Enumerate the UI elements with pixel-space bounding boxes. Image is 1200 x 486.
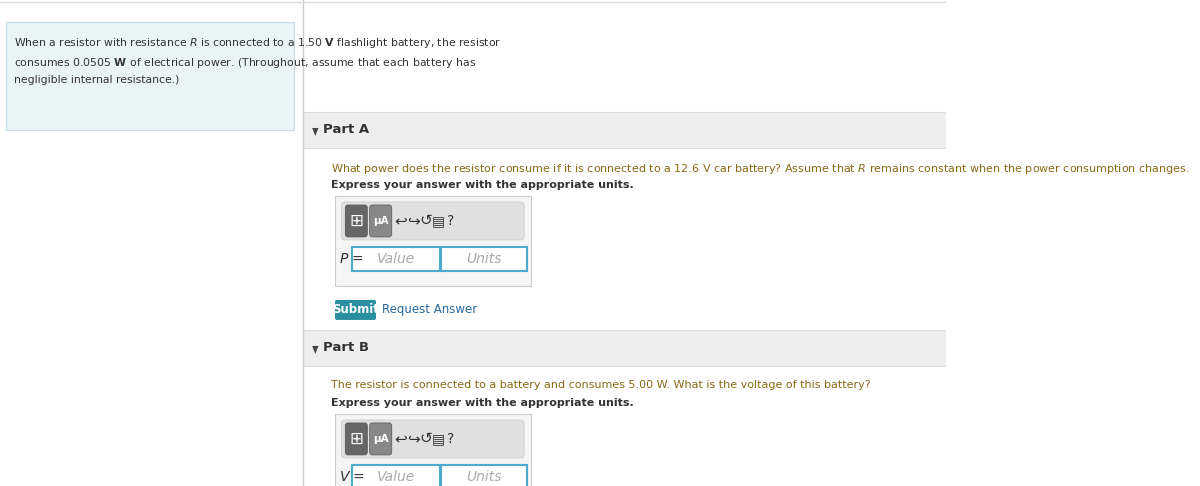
FancyBboxPatch shape bbox=[335, 300, 376, 320]
FancyBboxPatch shape bbox=[346, 423, 367, 455]
Text: μA: μA bbox=[373, 216, 389, 226]
Polygon shape bbox=[312, 346, 318, 354]
Text: The resistor is connected to a battery and consumes 5.00 W. What is the voltage : The resistor is connected to a battery a… bbox=[331, 380, 871, 390]
Bar bbox=[335, 414, 530, 486]
Text: μA: μA bbox=[373, 434, 389, 444]
Text: ↪: ↪ bbox=[407, 432, 420, 447]
Text: What power does the resistor consume if it is connected to a 12.6 V car battery?: What power does the resistor consume if … bbox=[331, 162, 1189, 176]
Text: Request Answer: Request Answer bbox=[383, 303, 478, 316]
Bar bbox=[442, 247, 527, 271]
FancyBboxPatch shape bbox=[341, 420, 524, 458]
Text: ▤: ▤ bbox=[432, 432, 445, 446]
FancyBboxPatch shape bbox=[370, 205, 391, 237]
Text: ↺: ↺ bbox=[419, 213, 432, 228]
Text: ↩: ↩ bbox=[394, 213, 407, 228]
Text: ↩: ↩ bbox=[394, 432, 407, 447]
Text: $P$ =: $P$ = bbox=[338, 252, 364, 266]
Text: ⊞: ⊞ bbox=[349, 212, 364, 230]
FancyBboxPatch shape bbox=[346, 205, 367, 237]
Bar bbox=[6, 22, 294, 130]
Text: Units: Units bbox=[467, 252, 502, 266]
Text: $V$ =: $V$ = bbox=[338, 470, 365, 484]
Bar bbox=[302, 330, 946, 366]
FancyBboxPatch shape bbox=[341, 202, 524, 240]
FancyBboxPatch shape bbox=[370, 423, 391, 455]
Text: Part B: Part B bbox=[323, 342, 370, 354]
Bar bbox=[352, 247, 440, 271]
Text: ⊞: ⊞ bbox=[349, 430, 364, 448]
Bar bbox=[352, 465, 440, 486]
Text: ?: ? bbox=[448, 214, 455, 228]
Text: Value: Value bbox=[377, 470, 415, 484]
Text: ▤: ▤ bbox=[432, 214, 445, 228]
Text: ?: ? bbox=[448, 432, 455, 446]
Polygon shape bbox=[312, 128, 318, 136]
Text: Submit: Submit bbox=[332, 303, 379, 316]
Text: ↪: ↪ bbox=[407, 213, 420, 228]
Text: Value: Value bbox=[377, 252, 415, 266]
Text: Units: Units bbox=[467, 470, 502, 484]
Bar bbox=[442, 465, 527, 486]
Text: When a resistor with resistance $R$ is connected to a 1.50 $\mathbf{V}$ flashlig: When a resistor with resistance $R$ is c… bbox=[14, 36, 502, 85]
Text: Express your answer with the appropriate units.: Express your answer with the appropriate… bbox=[331, 180, 634, 190]
Text: Express your answer with the appropriate units.: Express your answer with the appropriate… bbox=[331, 398, 634, 408]
Text: Part A: Part A bbox=[323, 123, 370, 137]
Bar bbox=[302, 112, 946, 148]
Bar bbox=[335, 196, 530, 286]
Text: ↺: ↺ bbox=[419, 432, 432, 447]
